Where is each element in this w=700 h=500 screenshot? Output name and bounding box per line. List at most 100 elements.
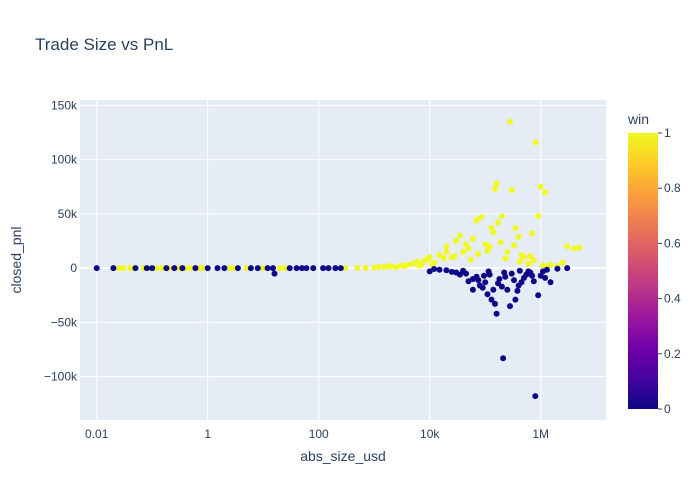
- loss-point: [132, 265, 139, 272]
- y-axis-title: closed_pnl: [8, 227, 24, 294]
- win-point: [495, 219, 501, 226]
- y-tick-label: 150k: [51, 98, 78, 112]
- win-point: [460, 248, 467, 255]
- loss-point: [110, 265, 117, 272]
- win-point: [282, 265, 289, 272]
- loss-point: [564, 265, 571, 272]
- colorbar-ticks: 1 0.8 0.6 0.4 0.2 0: [658, 126, 681, 416]
- loss-point: [163, 265, 170, 272]
- loss-point: [463, 270, 469, 277]
- win-point: [493, 180, 500, 187]
- loss-point: [493, 310, 500, 317]
- loss-point: [507, 303, 513, 310]
- y-tick-label: −50k: [51, 315, 78, 329]
- loss-point: [485, 268, 492, 275]
- x-tick-label: 0.01: [85, 427, 109, 441]
- colorbar-tick-label: 0: [664, 402, 671, 416]
- loss-point: [547, 279, 554, 286]
- win-point: [243, 265, 250, 272]
- loss-point: [93, 265, 100, 272]
- win-point: [401, 263, 408, 270]
- win-point: [515, 233, 522, 240]
- y-tick-label: 50k: [58, 207, 78, 221]
- loss-point: [299, 265, 305, 272]
- x-axis-ticks: 0.01 1 100 10k 1M: [85, 427, 549, 441]
- win-point: [521, 254, 527, 261]
- loss-point: [542, 274, 549, 281]
- loss-point: [234, 265, 241, 272]
- win-point: [537, 183, 544, 190]
- win-point: [473, 217, 480, 224]
- win-point: [115, 265, 122, 272]
- x-axis-title: abs_size_usd: [300, 448, 386, 464]
- win-point: [260, 265, 267, 272]
- win-point: [478, 214, 485, 221]
- loss-point: [443, 267, 450, 274]
- loss-point: [192, 265, 199, 272]
- win-point: [342, 264, 349, 271]
- win-point: [199, 265, 206, 272]
- loss-point: [514, 287, 521, 294]
- loss-point: [516, 267, 523, 274]
- loss-point: [149, 265, 156, 272]
- win-point: [502, 255, 509, 262]
- loss-point: [270, 265, 276, 272]
- win-point: [516, 258, 523, 265]
- loss-point: [303, 265, 310, 272]
- colorbar-tick-label: 0.2: [664, 347, 681, 361]
- loss-point: [426, 268, 433, 275]
- win-point: [456, 232, 463, 239]
- loss-point: [310, 265, 317, 272]
- win-point: [385, 263, 392, 269]
- loss-point: [264, 265, 271, 272]
- colorbar-title: win: [627, 111, 649, 127]
- win-point: [465, 245, 472, 252]
- x-tick-label: 100: [309, 427, 329, 441]
- win-point: [504, 248, 511, 255]
- win-point: [490, 229, 497, 236]
- win-point: [492, 185, 498, 192]
- loss-point: [511, 277, 517, 284]
- win-point: [542, 189, 549, 196]
- loss-point: [320, 265, 327, 272]
- win-point: [436, 252, 443, 259]
- loss-point: [431, 266, 438, 272]
- loss-point: [254, 265, 261, 272]
- win-point: [511, 242, 517, 249]
- win-point: [498, 213, 505, 220]
- loss-point: [479, 284, 486, 291]
- win-point: [120, 265, 127, 272]
- win-point: [451, 253, 458, 260]
- win-point: [507, 118, 513, 125]
- x-tick-label: 10k: [420, 427, 440, 441]
- loss-point: [325, 265, 332, 272]
- win-point: [512, 225, 519, 231]
- y-tick-label: 100k: [51, 153, 78, 167]
- x-tick-label: 1: [204, 427, 211, 441]
- loss-point: [488, 296, 495, 303]
- loss-point: [527, 269, 534, 276]
- chart-title: Trade Size vs PnL: [35, 35, 173, 54]
- win-point: [469, 235, 476, 242]
- win-point: [429, 261, 435, 268]
- win-point: [535, 213, 542, 220]
- win-point: [559, 259, 566, 266]
- loss-point: [492, 300, 498, 307]
- win-point: [525, 260, 532, 267]
- loss-point: [508, 270, 515, 277]
- win-point: [497, 239, 504, 246]
- loss-point: [475, 277, 482, 284]
- loss-point: [482, 279, 489, 286]
- win-point: [529, 230, 536, 237]
- win-point: [443, 248, 450, 255]
- win-point: [443, 243, 450, 250]
- loss-point: [498, 283, 505, 290]
- win-point: [576, 244, 583, 251]
- win-point: [530, 257, 537, 264]
- loss-point: [535, 292, 542, 299]
- win-point: [153, 265, 160, 272]
- colorbar-tick-label: 0.6: [664, 236, 681, 250]
- win-point: [564, 243, 571, 250]
- win-point: [354, 264, 361, 271]
- loss-point: [532, 393, 539, 400]
